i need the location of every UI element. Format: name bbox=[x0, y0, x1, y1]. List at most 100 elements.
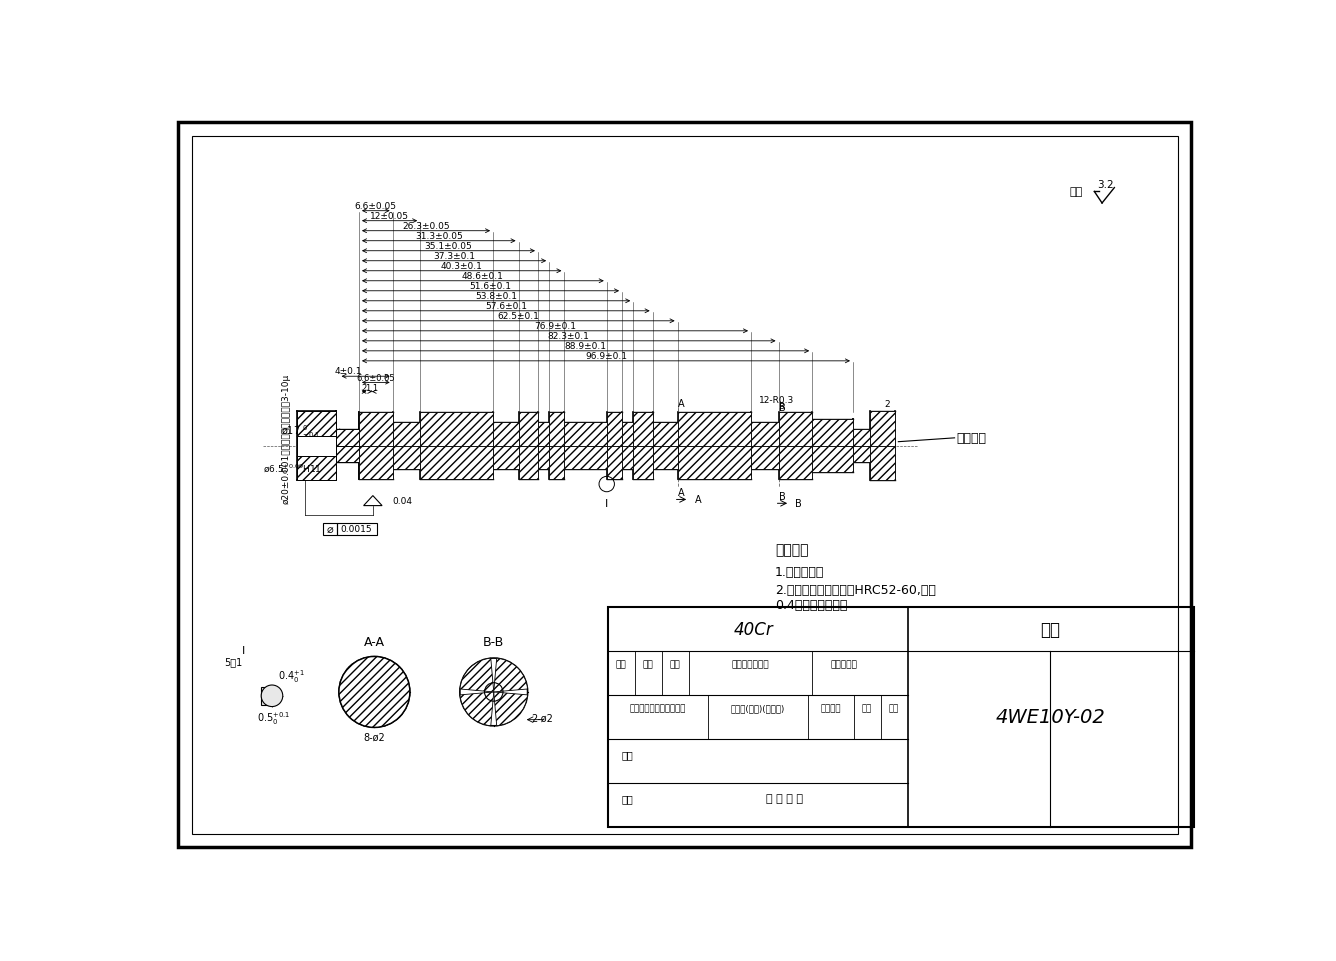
Bar bbox=[652, 423, 677, 446]
Bar bbox=[538, 423, 549, 446]
Text: 82.3±0.1: 82.3±0.1 bbox=[548, 332, 589, 340]
Bar bbox=[779, 446, 812, 480]
Bar bbox=[608, 607, 1194, 826]
Text: B-B: B-B bbox=[484, 636, 505, 649]
Bar bbox=[751, 423, 779, 446]
Text: 51.6±0.1: 51.6±0.1 bbox=[469, 282, 512, 290]
Text: 0.4（不包括余量）: 0.4（不包括余量） bbox=[775, 599, 847, 612]
Bar bbox=[779, 412, 812, 446]
Bar bbox=[335, 430, 359, 446]
Text: 31.3±0.05: 31.3±0.05 bbox=[415, 232, 462, 240]
Bar bbox=[393, 423, 420, 446]
Text: 12±0.05: 12±0.05 bbox=[370, 211, 409, 221]
Bar bbox=[549, 412, 564, 446]
Text: A: A bbox=[679, 487, 685, 497]
Bar bbox=[812, 446, 852, 473]
Text: 审核: 审核 bbox=[621, 750, 633, 759]
Bar bbox=[549, 446, 564, 480]
Text: 3.2: 3.2 bbox=[1097, 180, 1113, 189]
Text: 0.4$^{+1}_{0}$: 0.4$^{+1}_{0}$ bbox=[278, 668, 305, 684]
Circle shape bbox=[262, 685, 283, 707]
Text: 4WE10Y-02: 4WE10Y-02 bbox=[995, 707, 1105, 727]
Bar bbox=[623, 446, 633, 469]
Bar bbox=[337, 523, 377, 535]
Text: ø6.5$^{+0.09}_{0}$H11: ø6.5$^{+0.09}_{0}$H11 bbox=[263, 461, 322, 477]
Bar bbox=[607, 446, 623, 480]
Bar bbox=[335, 446, 359, 462]
Text: 2: 2 bbox=[362, 383, 366, 392]
Text: 比例: 比例 bbox=[888, 703, 899, 713]
Bar bbox=[677, 446, 751, 480]
Bar bbox=[623, 423, 633, 446]
Text: B: B bbox=[779, 491, 786, 501]
Bar bbox=[420, 446, 493, 480]
Text: 8-ø2: 8-ø2 bbox=[363, 732, 385, 742]
Bar bbox=[298, 436, 335, 456]
Text: 阶段标记: 阶段标记 bbox=[820, 703, 842, 713]
Text: 1.锐边去毛刺: 1.锐边去毛刺 bbox=[775, 565, 824, 578]
Text: I: I bbox=[242, 645, 244, 654]
Text: 2-ø2: 2-ø2 bbox=[532, 713, 553, 724]
Bar bbox=[298, 456, 335, 480]
Text: 40Cr: 40Cr bbox=[733, 620, 774, 638]
Text: 53.8±0.1: 53.8±0.1 bbox=[476, 291, 517, 301]
Text: 37.3±0.1: 37.3±0.1 bbox=[433, 252, 476, 260]
Text: 12-R0.3: 12-R0.3 bbox=[759, 395, 794, 405]
Text: 2: 2 bbox=[884, 399, 890, 408]
Text: 26.3±0.05: 26.3±0.05 bbox=[402, 222, 450, 231]
Text: I: I bbox=[605, 499, 608, 508]
Text: ⌀: ⌀ bbox=[326, 524, 333, 534]
Text: A: A bbox=[679, 399, 685, 408]
Bar bbox=[359, 446, 393, 480]
Text: 35.1±0.05: 35.1±0.05 bbox=[425, 241, 473, 251]
Text: 76.9±0.1: 76.9±0.1 bbox=[534, 322, 576, 331]
Text: 处数: 处数 bbox=[643, 660, 653, 669]
Text: B: B bbox=[779, 402, 784, 410]
Bar bbox=[852, 446, 870, 462]
Bar bbox=[652, 446, 677, 469]
Text: 5：1: 5：1 bbox=[224, 656, 243, 666]
Bar bbox=[359, 412, 393, 446]
Bar bbox=[852, 430, 870, 446]
Circle shape bbox=[339, 656, 410, 727]
Text: 阀芯: 阀芯 bbox=[1041, 620, 1061, 638]
Wedge shape bbox=[460, 658, 494, 692]
Bar bbox=[393, 446, 420, 469]
Text: 工艺: 工艺 bbox=[621, 794, 633, 803]
Wedge shape bbox=[460, 692, 494, 726]
Text: 设计（签名）（年月日）: 设计（签名）（年月日） bbox=[629, 703, 685, 713]
Bar bbox=[677, 412, 751, 446]
Text: 技术要求: 技术要求 bbox=[775, 543, 808, 557]
Text: 共 张 第 张: 共 张 第 张 bbox=[767, 794, 803, 803]
Text: A: A bbox=[695, 495, 701, 505]
Bar bbox=[564, 423, 607, 446]
Text: 1.1: 1.1 bbox=[366, 383, 378, 392]
Bar bbox=[518, 412, 538, 446]
Bar bbox=[323, 523, 337, 535]
Text: 分区: 分区 bbox=[669, 660, 680, 669]
Text: 40.3±0.1: 40.3±0.1 bbox=[441, 261, 482, 271]
Bar bbox=[870, 446, 895, 480]
Text: 更改文件号签名: 更改文件号签名 bbox=[731, 660, 770, 669]
Text: 其余: 其余 bbox=[1070, 187, 1082, 197]
Text: 0.5$^{+0.1}_{0}$: 0.5$^{+0.1}_{0}$ bbox=[257, 709, 290, 726]
Text: 年、月、日: 年、月、日 bbox=[831, 660, 858, 669]
Circle shape bbox=[460, 658, 528, 727]
Text: 96.9±0.1: 96.9±0.1 bbox=[585, 352, 627, 360]
Wedge shape bbox=[494, 658, 528, 692]
Text: 62.5±0.1: 62.5±0.1 bbox=[497, 311, 540, 321]
Bar bbox=[812, 419, 852, 446]
Text: A-A: A-A bbox=[363, 636, 385, 649]
Text: 88.9±0.1: 88.9±0.1 bbox=[565, 341, 607, 351]
Bar bbox=[420, 412, 493, 446]
Text: B: B bbox=[795, 499, 802, 508]
Text: 标准化(签名)(年月日): 标准化(签名)(年月日) bbox=[731, 703, 786, 713]
Text: 57.6±0.1: 57.6±0.1 bbox=[485, 302, 526, 310]
Text: 焊接堵头: 焊接堵头 bbox=[957, 431, 986, 445]
Bar bbox=[564, 446, 607, 469]
Text: 重量: 重量 bbox=[862, 703, 872, 713]
Text: B: B bbox=[779, 403, 786, 412]
Text: 0.0015: 0.0015 bbox=[341, 525, 373, 533]
Text: 6.6±0.05: 6.6±0.05 bbox=[357, 374, 395, 382]
Circle shape bbox=[339, 656, 410, 727]
